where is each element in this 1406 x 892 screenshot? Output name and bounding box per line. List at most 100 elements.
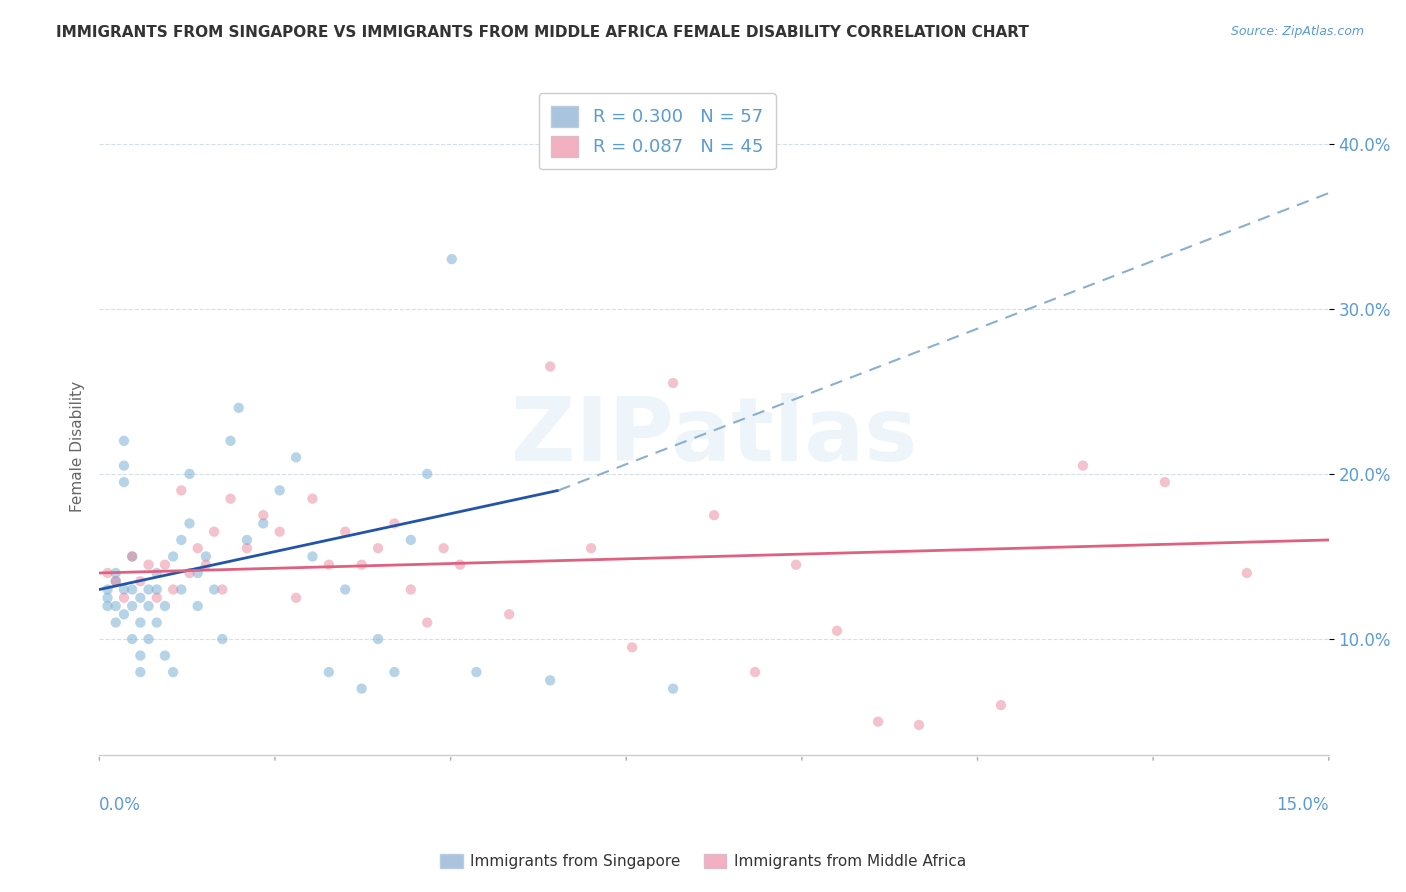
Point — [129, 648, 152, 663]
Point — [170, 483, 193, 498]
Point — [318, 665, 340, 679]
Point — [498, 607, 520, 622]
Point — [252, 508, 274, 523]
Point — [211, 632, 233, 646]
Point — [96, 566, 118, 580]
Point — [1153, 475, 1175, 490]
Point — [433, 541, 456, 556]
Point — [104, 566, 127, 580]
Point — [301, 549, 323, 564]
Point — [121, 549, 143, 564]
Point — [703, 508, 725, 523]
Point — [162, 549, 184, 564]
Point — [285, 450, 308, 465]
Point — [112, 591, 135, 605]
Point — [129, 665, 152, 679]
Point — [399, 582, 422, 597]
Point — [538, 673, 561, 688]
Point — [301, 491, 323, 506]
Point — [187, 566, 209, 580]
Point — [170, 533, 193, 547]
Point — [662, 376, 685, 390]
Point — [662, 681, 685, 696]
Point — [384, 516, 406, 531]
Point — [170, 582, 193, 597]
Point — [252, 516, 274, 531]
Point — [866, 714, 889, 729]
Point — [194, 549, 217, 564]
Point — [202, 524, 225, 539]
Point — [367, 632, 389, 646]
Point — [96, 582, 118, 597]
Point — [121, 582, 143, 597]
Point — [112, 458, 135, 473]
Point — [96, 591, 118, 605]
Point — [162, 665, 184, 679]
Point — [129, 591, 152, 605]
Point — [449, 558, 471, 572]
Point — [211, 582, 233, 597]
Point — [187, 599, 209, 613]
Point — [1236, 566, 1258, 580]
Point — [145, 591, 167, 605]
Point — [129, 615, 152, 630]
Point — [104, 574, 127, 589]
Point — [202, 582, 225, 597]
Text: IMMIGRANTS FROM SINGAPORE VS IMMIGRANTS FROM MIDDLE AFRICA FEMALE DISABILITY COR: IMMIGRANTS FROM SINGAPORE VS IMMIGRANTS … — [56, 25, 1029, 40]
Point — [335, 524, 357, 539]
Point — [990, 698, 1012, 712]
Point — [621, 640, 644, 655]
Point — [384, 665, 406, 679]
Point — [179, 516, 201, 531]
Point — [744, 665, 766, 679]
Point — [236, 533, 259, 547]
Point — [908, 718, 931, 732]
Point — [825, 624, 848, 638]
Point — [104, 574, 127, 589]
Text: ZIPatlas: ZIPatlas — [510, 392, 917, 480]
Point — [104, 599, 127, 613]
Point — [179, 467, 201, 481]
Point — [399, 533, 422, 547]
Point — [538, 359, 561, 374]
Point — [112, 582, 135, 597]
Point — [138, 599, 160, 613]
Text: Female Disability: Female Disability — [70, 380, 84, 512]
Point — [187, 541, 209, 556]
Legend: Immigrants from Singapore, Immigrants from Middle Africa: Immigrants from Singapore, Immigrants fr… — [433, 848, 973, 875]
Point — [145, 615, 167, 630]
Point — [112, 607, 135, 622]
Point — [138, 558, 160, 572]
Point — [465, 665, 488, 679]
Point — [416, 615, 439, 630]
Legend: R = 0.300   N = 57, R = 0.087   N = 45: R = 0.300 N = 57, R = 0.087 N = 45 — [538, 94, 776, 169]
Point — [350, 558, 373, 572]
Point — [579, 541, 602, 556]
Point — [104, 615, 127, 630]
Point — [335, 582, 357, 597]
Point — [350, 681, 373, 696]
Point — [219, 434, 242, 448]
Point — [367, 541, 389, 556]
Point — [269, 483, 291, 498]
Point — [153, 648, 176, 663]
Point — [145, 582, 167, 597]
Point — [179, 566, 201, 580]
Point — [785, 558, 807, 572]
Point — [219, 491, 242, 506]
Point — [194, 558, 217, 572]
Point — [138, 582, 160, 597]
Point — [138, 632, 160, 646]
Point — [112, 434, 135, 448]
Point — [96, 599, 118, 613]
Point — [153, 558, 176, 572]
Point — [285, 591, 308, 605]
Text: 15.0%: 15.0% — [1277, 796, 1329, 814]
Point — [269, 524, 291, 539]
Point — [162, 582, 184, 597]
Point — [121, 599, 143, 613]
Text: 0.0%: 0.0% — [100, 796, 141, 814]
Point — [236, 541, 259, 556]
Point — [318, 558, 340, 572]
Point — [153, 599, 176, 613]
